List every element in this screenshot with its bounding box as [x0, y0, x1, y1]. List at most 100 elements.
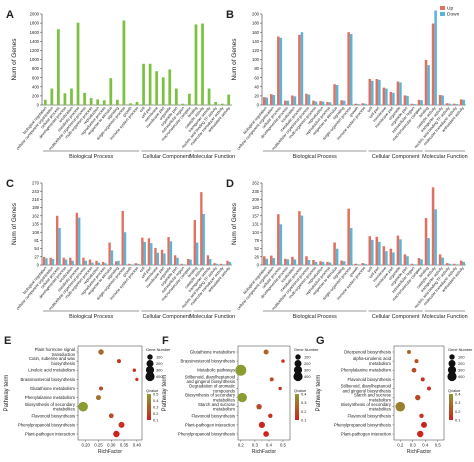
y-tick-label: 78: [254, 238, 259, 243]
y-tick-label: 54: [34, 246, 39, 251]
pathway-point: [281, 359, 285, 363]
size-legend-label: 400: [156, 374, 163, 379]
bar-up: [128, 263, 131, 265]
color-legend-label: 0.1: [455, 418, 460, 423]
bar-down: [71, 260, 74, 265]
bar-up: [389, 92, 393, 105]
pathway-label-line: Phenylpropanoid biosynthesis: [334, 422, 391, 427]
bar: [96, 99, 100, 105]
y-tick-label: 100: [252, 57, 260, 62]
pathway-point: [99, 386, 104, 391]
bar-down: [441, 95, 444, 105]
bar-down: [413, 104, 416, 105]
pathway-point: [258, 421, 265, 428]
bar-down: [176, 257, 179, 265]
bar-down: [462, 261, 466, 265]
bar-up: [382, 246, 386, 265]
color-legend-bar: [449, 394, 453, 420]
bar-up: [340, 100, 343, 105]
pathway-label-line: and gingerol biosynthesis: [343, 388, 392, 393]
pathway-label-line: Flavonoid biosynthesis: [348, 377, 391, 382]
bar-up: [410, 263, 414, 265]
y-tick-label: 160: [252, 30, 260, 35]
bar-down: [335, 248, 339, 265]
pathway-label-line: Plant hormone signal: [35, 347, 75, 352]
size-legend-label: 400: [458, 374, 465, 379]
color-legend-title: Qvalue: [146, 388, 158, 393]
y-axis-label: Num of Genes: [231, 38, 238, 81]
bar-up: [277, 36, 280, 105]
bar: [227, 94, 231, 105]
bar-up: [396, 235, 400, 265]
bar-up: [226, 260, 229, 265]
y-tick-label: 0: [257, 263, 260, 268]
bar-up: [424, 59, 428, 105]
bar-down: [64, 259, 68, 265]
bar-down: [279, 37, 283, 106]
bar-up: [368, 236, 372, 265]
pathway-label: Plant-pathogen interaction: [185, 422, 236, 427]
bar: [201, 23, 204, 105]
size-legend-dot: [145, 365, 155, 375]
pathway-label-line: Flavonoid biosynthesis: [192, 413, 235, 418]
pathway-label: Glutathione metabolism: [30, 386, 76, 391]
group-label: Biological Process: [293, 314, 337, 320]
bar-up: [213, 263, 216, 265]
y-tick-label: 1800: [30, 21, 40, 26]
y-tick-label: 104: [252, 230, 260, 235]
pathway-point: [419, 413, 424, 418]
pathway-label: Starch and sucrose metabolism: [198, 402, 236, 412]
pathway-point: [113, 430, 120, 438]
bar-up: [438, 254, 442, 265]
bar-up: [173, 255, 177, 265]
y-tick-label: 81: [34, 238, 39, 243]
bar: [63, 93, 67, 105]
pathway-label-line: Diterpenoid biosynthesis: [344, 350, 391, 355]
bar-up: [121, 210, 124, 265]
size-legend-dot: [449, 354, 455, 360]
bar-down: [169, 241, 173, 265]
bar-down: [110, 250, 114, 265]
bar: [129, 103, 132, 105]
y-tick-label: 26: [254, 254, 259, 259]
bar: [70, 88, 73, 105]
pathway-label: Brassinosteroid biosynthesis: [181, 359, 235, 364]
pathway-label-line: Biosynthesis of secondary: [185, 393, 236, 398]
y-tick-label: 180: [252, 21, 260, 26]
bar-up: [147, 238, 151, 265]
bar-down: [378, 79, 381, 105]
bar-up: [326, 101, 329, 105]
bar-down: [104, 263, 107, 265]
color-legend-title: Qvalue: [448, 388, 460, 393]
pathway-label-line: Metabolic pathways: [197, 368, 235, 373]
bar-down: [364, 263, 367, 265]
pathway-label: Biosynthesis of secondary metabolites: [185, 393, 236, 403]
pathway-label: Phenylpropanoid biosynthesis: [18, 422, 75, 427]
bar-down: [156, 252, 160, 265]
y-tick-label: 0: [257, 103, 260, 108]
pathway-point: [78, 401, 88, 412]
bar-down: [448, 263, 451, 265]
pathway-label-line: Degradation of aromatic: [189, 384, 236, 389]
bar-up: [284, 258, 287, 265]
bar-down: [123, 232, 127, 265]
bar-up: [291, 95, 294, 105]
bar-up: [340, 260, 343, 265]
pathway-label-line: Biosynthesis of secondary: [25, 402, 76, 407]
bar-up: [180, 263, 183, 265]
panel-label: A: [6, 9, 14, 21]
y-tick-label: 235: [252, 189, 260, 194]
y-tick-label: 1400: [30, 39, 40, 44]
pathway-label-line: metabolism: [213, 407, 235, 412]
bar-up: [417, 258, 421, 265]
pathway-label-line: biosynthesis: [51, 361, 75, 366]
bar-up: [284, 100, 287, 105]
pathway-label: Degradation of aromatic compounds: [189, 384, 236, 394]
group-label: Biological Process: [69, 154, 113, 160]
pathway-label: Plant hormone signal transduction: [35, 347, 76, 357]
pathway-point: [98, 349, 104, 355]
bar: [181, 103, 185, 105]
legend-label-down: Down: [447, 12, 460, 18]
bar-down: [222, 264, 225, 265]
bar-down: [364, 103, 367, 105]
